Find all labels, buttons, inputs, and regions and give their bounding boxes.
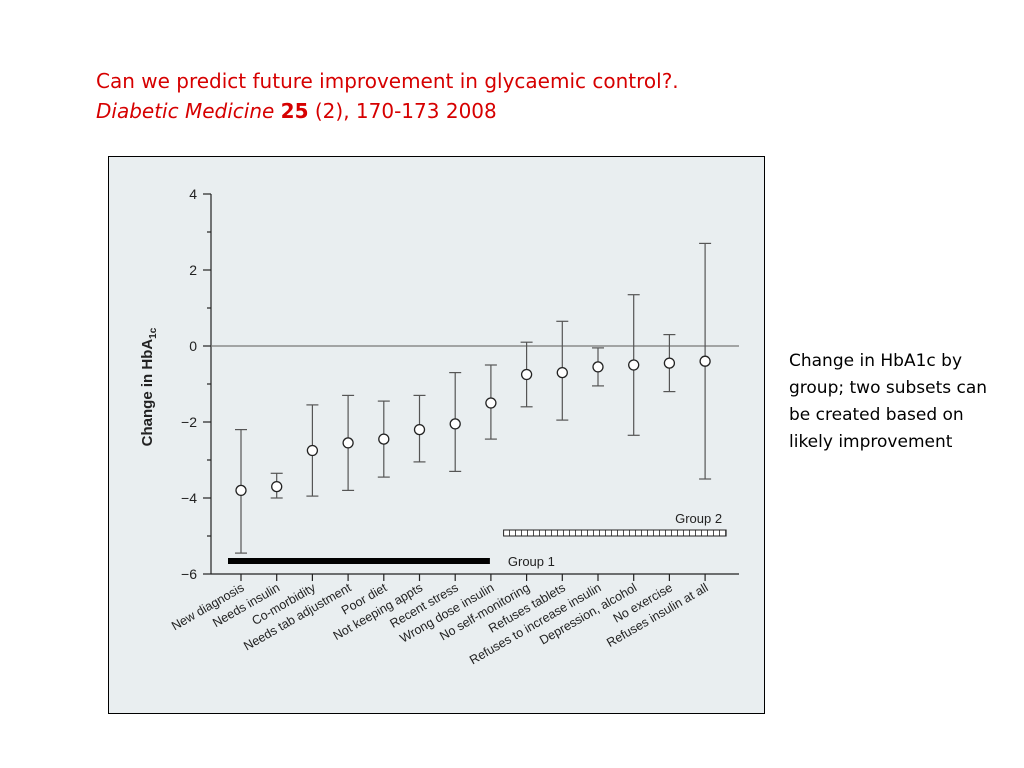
slide-title: Can we predict future improvement in gly… (96, 66, 679, 126)
journal-issue-pages: (2), 170-173 2008 (314, 99, 497, 123)
mean-marker (449, 418, 461, 430)
title-line-2: Diabetic Medicine 25 (2), 170-173 2008 (96, 96, 679, 126)
side-note: Change in HbA1c by group; two subsets ca… (789, 351, 988, 452)
y-tick-label: −2 (181, 414, 197, 430)
mean-marker (235, 484, 247, 497)
mean-marker (520, 368, 533, 381)
mean-marker (378, 433, 390, 445)
chart-panel: 4 2 0 −2 −4 −6 Change in HbA1c New diagnosis Nee… (108, 156, 765, 714)
mean-marker (306, 444, 319, 457)
mean-marker (592, 361, 604, 373)
y-tick-label: 0 (189, 338, 197, 354)
mean-marker (556, 366, 568, 379)
mean-marker (271, 480, 283, 493)
y-tick-label: −4 (181, 490, 197, 506)
mean-marker (699, 355, 711, 367)
group-1-label: Group 1 (508, 554, 555, 569)
group-2-bar (503, 529, 727, 537)
mean-marker (342, 437, 354, 449)
journal-volume: 25 (280, 99, 309, 123)
group-1-bar (228, 558, 490, 564)
y-tick-label: 2 (189, 262, 197, 278)
title-line-1: Can we predict future improvement in gly… (96, 69, 679, 93)
journal-name: Diabetic Medicine (96, 99, 275, 123)
mean-marker (663, 357, 676, 369)
mean-marker (485, 397, 497, 409)
group-2-label: Group 2 (675, 511, 722, 526)
y-axis-title: Change in HbA1c (139, 327, 159, 446)
mean-marker (628, 359, 640, 371)
y-tick-label: 4 (189, 186, 197, 202)
y-tick-label: −6 (181, 566, 197, 582)
mean-marker (413, 423, 426, 436)
